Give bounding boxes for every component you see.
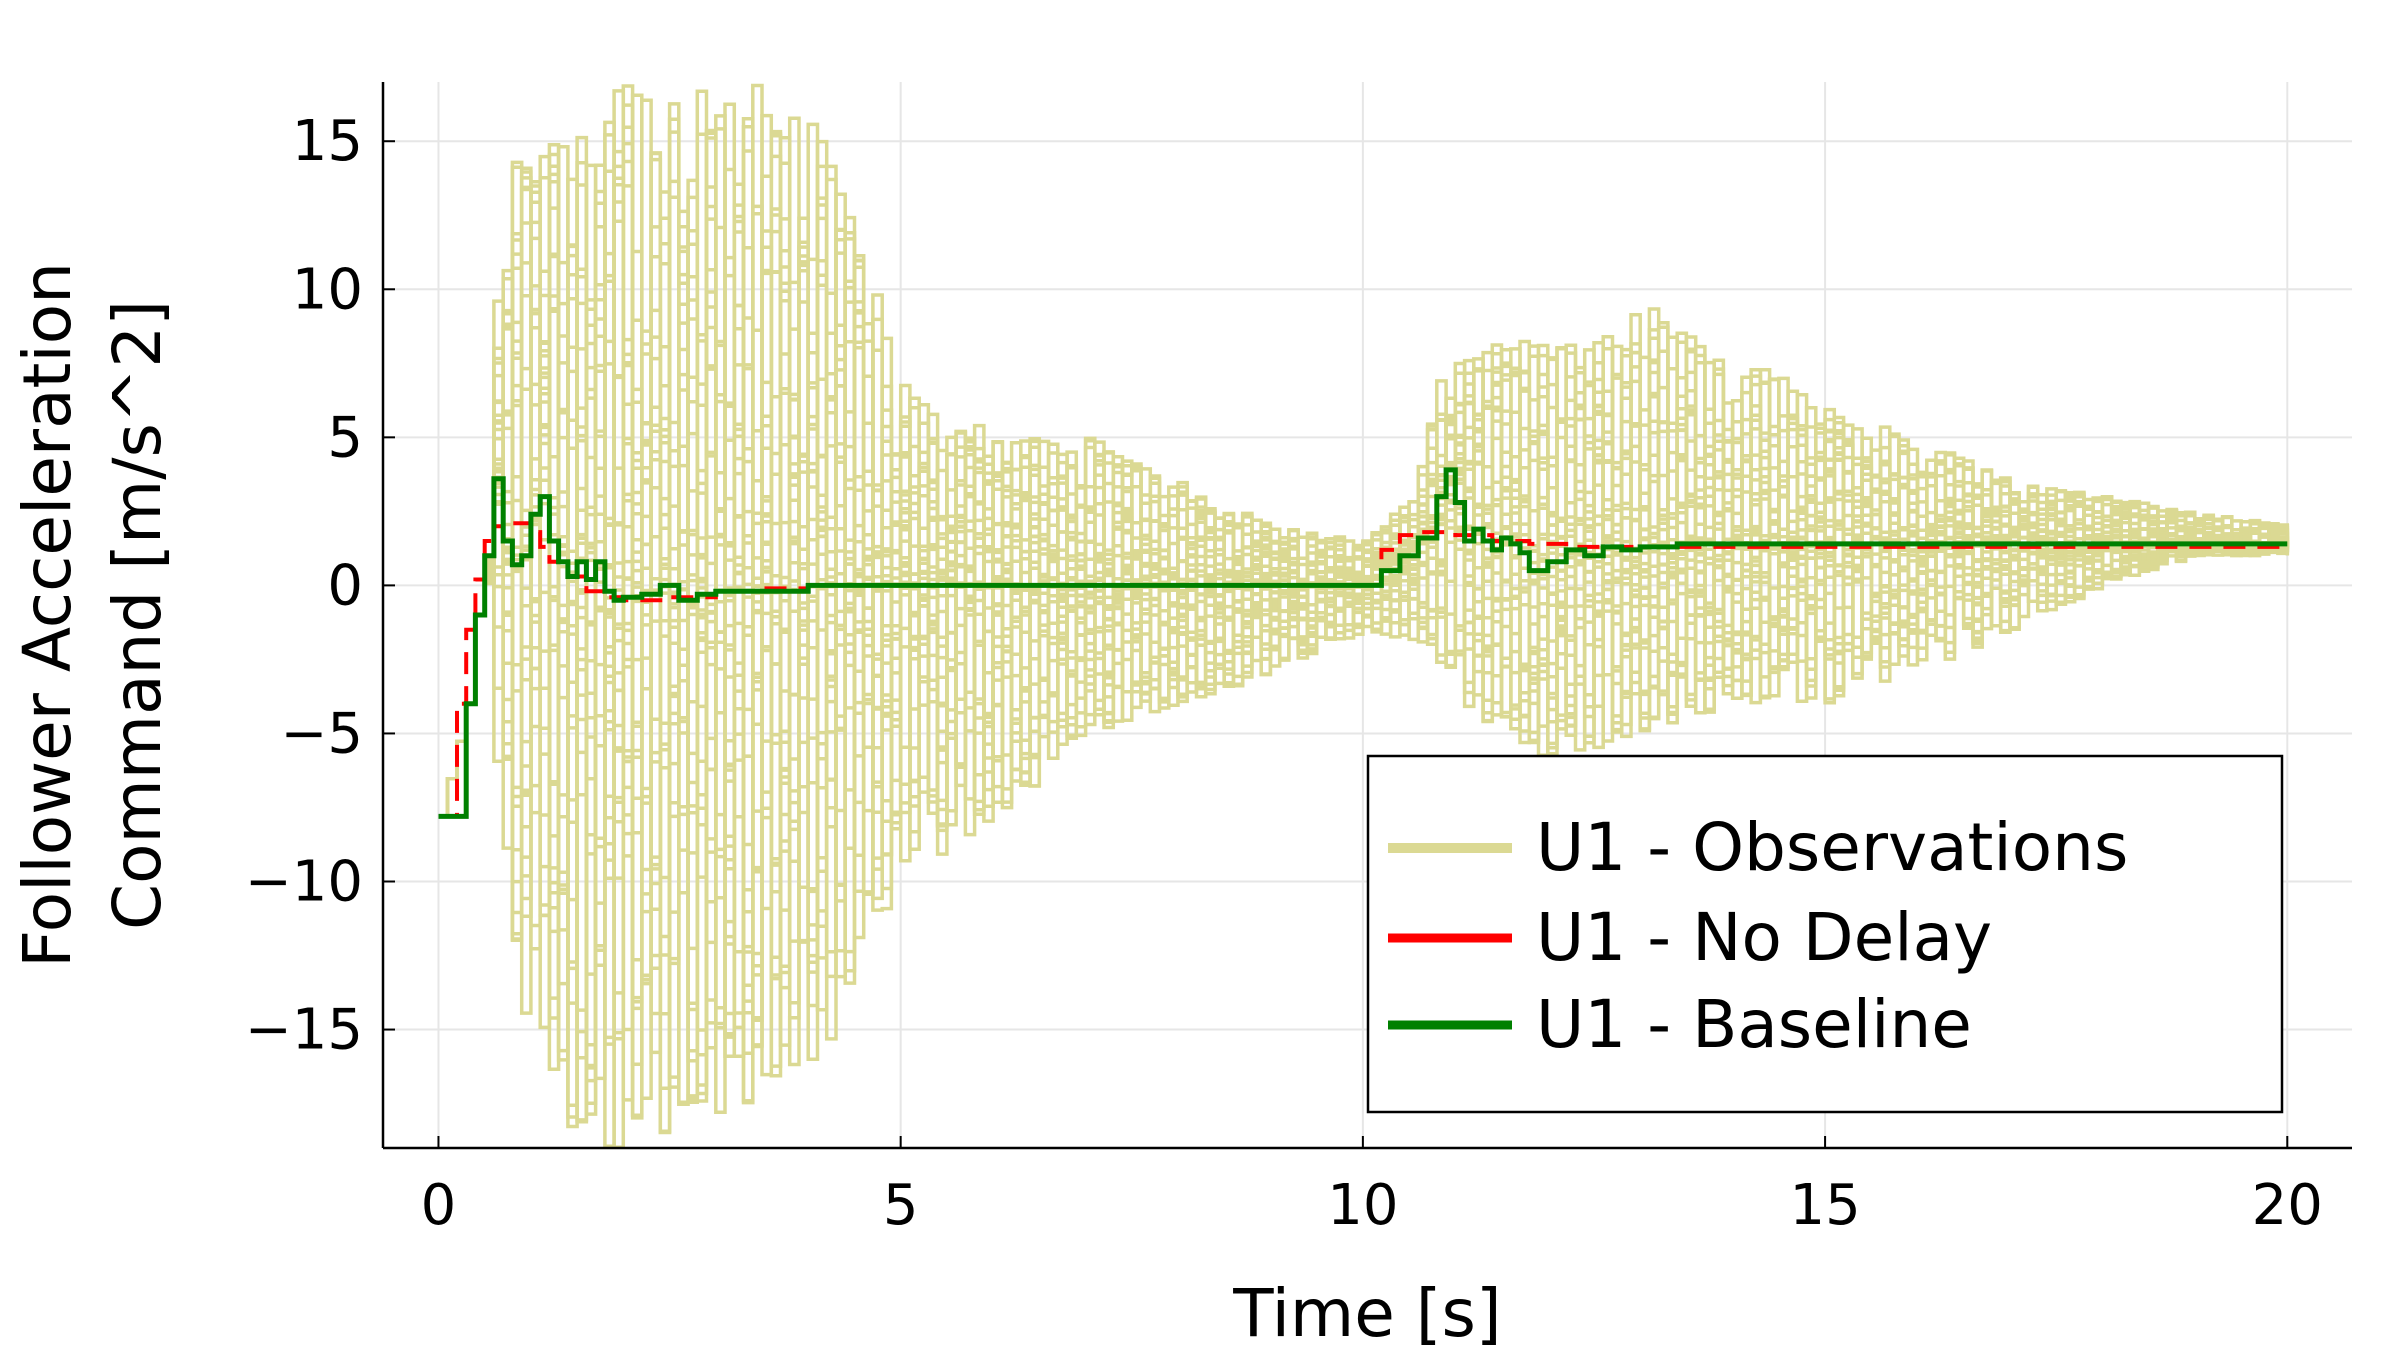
legend-label: U1 - Observations bbox=[1536, 809, 2128, 886]
y-tick-label: 5 bbox=[327, 405, 363, 470]
y-axis-label: Follower Acceleration Command [m/s^2] bbox=[9, 262, 176, 968]
y-tick-label: −15 bbox=[245, 998, 363, 1063]
baseline-line bbox=[438, 467, 2288, 819]
y-axis-label-line: Follower Acceleration bbox=[9, 262, 86, 968]
baseline-series bbox=[438, 467, 2288, 819]
x-tick-label: 0 bbox=[421, 1173, 457, 1238]
y-tick-label: −5 bbox=[280, 701, 363, 766]
x-tick-label: 5 bbox=[883, 1173, 919, 1238]
x-tick-label: 10 bbox=[1327, 1173, 1398, 1238]
axes bbox=[381, 82, 2352, 1150]
legend-label: U1 - No Delay bbox=[1536, 899, 1992, 976]
x-tick-label: 15 bbox=[1789, 1173, 1860, 1238]
y-axis-label-line: Command [m/s^2] bbox=[99, 300, 176, 930]
y-tick-label: 0 bbox=[327, 553, 363, 618]
tick-labels: 0 5 10 15 20 −15 −10 −5 0 5 10 15 bbox=[245, 109, 2323, 1238]
legend: U1 - Observations U1 - No Delay U1 - Basel… bbox=[1366, 754, 2284, 1114]
observation-trace bbox=[438, 132, 2290, 1103]
legend-box bbox=[1366, 754, 2284, 1114]
x-tick-label: 20 bbox=[2252, 1173, 2323, 1238]
y-tick-label: 15 bbox=[292, 109, 363, 174]
x-axis-label: Time [s] bbox=[1232, 1275, 1501, 1350]
legend-label: U1 - Baseline bbox=[1536, 986, 1972, 1063]
y-tick-label: −10 bbox=[245, 850, 363, 915]
y-tick-label: 10 bbox=[292, 257, 363, 322]
